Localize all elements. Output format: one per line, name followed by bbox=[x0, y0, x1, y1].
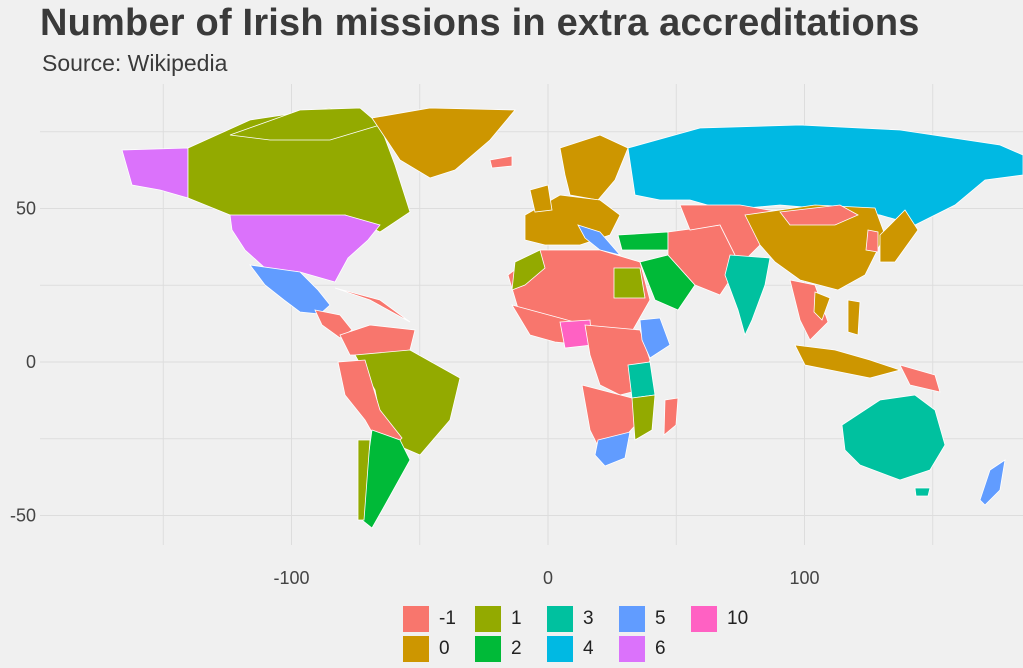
legend-label: 3 bbox=[583, 608, 594, 629]
legend-swatch bbox=[403, 606, 429, 632]
legend-item: 0 bbox=[403, 636, 461, 662]
region-chile-strip bbox=[357, 439, 371, 521]
legend-item: 1 bbox=[475, 606, 533, 632]
region-russia bbox=[627, 124, 1023, 226]
legend-item: 10 bbox=[691, 606, 749, 632]
legend-item: 4 bbox=[547, 636, 605, 662]
region-south-africa bbox=[594, 431, 631, 467]
legend-label: 1 bbox=[511, 608, 522, 629]
region-morocco bbox=[511, 249, 546, 291]
region-japan bbox=[879, 209, 919, 263]
region-uk-ireland bbox=[529, 184, 553, 213]
region-new-zealand bbox=[979, 459, 1006, 506]
region-egypt bbox=[613, 267, 646, 299]
region-india bbox=[724, 254, 771, 337]
region-indonesia bbox=[794, 344, 902, 379]
region-vietnam bbox=[813, 291, 831, 321]
y-tick-label: -50 bbox=[10, 506, 36, 526]
axis-ticks: -100 0 100 50 0 -50 bbox=[10, 199, 820, 589]
legend-label: 5 bbox=[655, 608, 666, 629]
region-arabia bbox=[639, 254, 696, 311]
region-madagascar bbox=[663, 397, 679, 436]
legend-label: 6 bbox=[655, 638, 666, 659]
legend: -1 1 3 5 10 0 2 4 6 bbox=[403, 606, 749, 662]
region-new-guinea bbox=[899, 364, 941, 393]
x-tick-label: 100 bbox=[789, 568, 819, 588]
region-alaska bbox=[121, 147, 189, 199]
chart-title: Number of Irish missions in extra accred… bbox=[40, 2, 920, 44]
region-china bbox=[744, 204, 886, 291]
legend-label: -1 bbox=[439, 608, 456, 629]
region-iceland bbox=[489, 155, 513, 169]
legend-item bbox=[691, 636, 749, 662]
legend-swatch bbox=[619, 606, 645, 632]
region-scandinavia bbox=[559, 134, 629, 201]
region-tasmania bbox=[914, 487, 931, 497]
x-tick-label: 0 bbox=[543, 568, 553, 588]
legend-item: 3 bbox=[547, 606, 605, 632]
legend-swatch bbox=[475, 606, 501, 632]
legend-label: 2 bbox=[511, 638, 522, 659]
x-tick-label: -100 bbox=[273, 568, 309, 588]
chart-subtitle: Source: Wikipedia bbox=[42, 50, 228, 76]
region-usa bbox=[229, 214, 381, 283]
map-regions bbox=[121, 107, 1023, 529]
legend-swatch bbox=[691, 606, 717, 632]
region-ethiopia-east bbox=[639, 317, 671, 359]
legend-swatch bbox=[547, 606, 573, 632]
region-mongolia bbox=[779, 204, 859, 226]
region-australia bbox=[841, 394, 946, 481]
y-tick-label: 50 bbox=[16, 199, 36, 219]
legend-swatch bbox=[403, 636, 429, 662]
legend-item: -1 bbox=[403, 606, 461, 632]
region-mozambique bbox=[631, 394, 656, 441]
region-korea bbox=[865, 229, 879, 253]
legend-item: 5 bbox=[619, 606, 677, 632]
region-kenya-tanzania bbox=[627, 361, 656, 399]
region-italy-balkans bbox=[577, 224, 622, 256]
legend-swatch bbox=[619, 636, 645, 662]
region-caribbean bbox=[334, 287, 411, 323]
legend-item: 6 bbox=[619, 636, 677, 662]
y-tick-label: 0 bbox=[26, 352, 36, 372]
region-turkey bbox=[617, 231, 669, 251]
region-philippines bbox=[847, 299, 861, 336]
legend-label: 10 bbox=[727, 608, 749, 629]
legend-label: 4 bbox=[583, 638, 594, 659]
region-greenland bbox=[371, 107, 516, 179]
legend-swatch bbox=[547, 636, 573, 662]
legend-label: 0 bbox=[439, 638, 450, 659]
legend-swatch bbox=[475, 636, 501, 662]
legend-item: 2 bbox=[475, 636, 533, 662]
